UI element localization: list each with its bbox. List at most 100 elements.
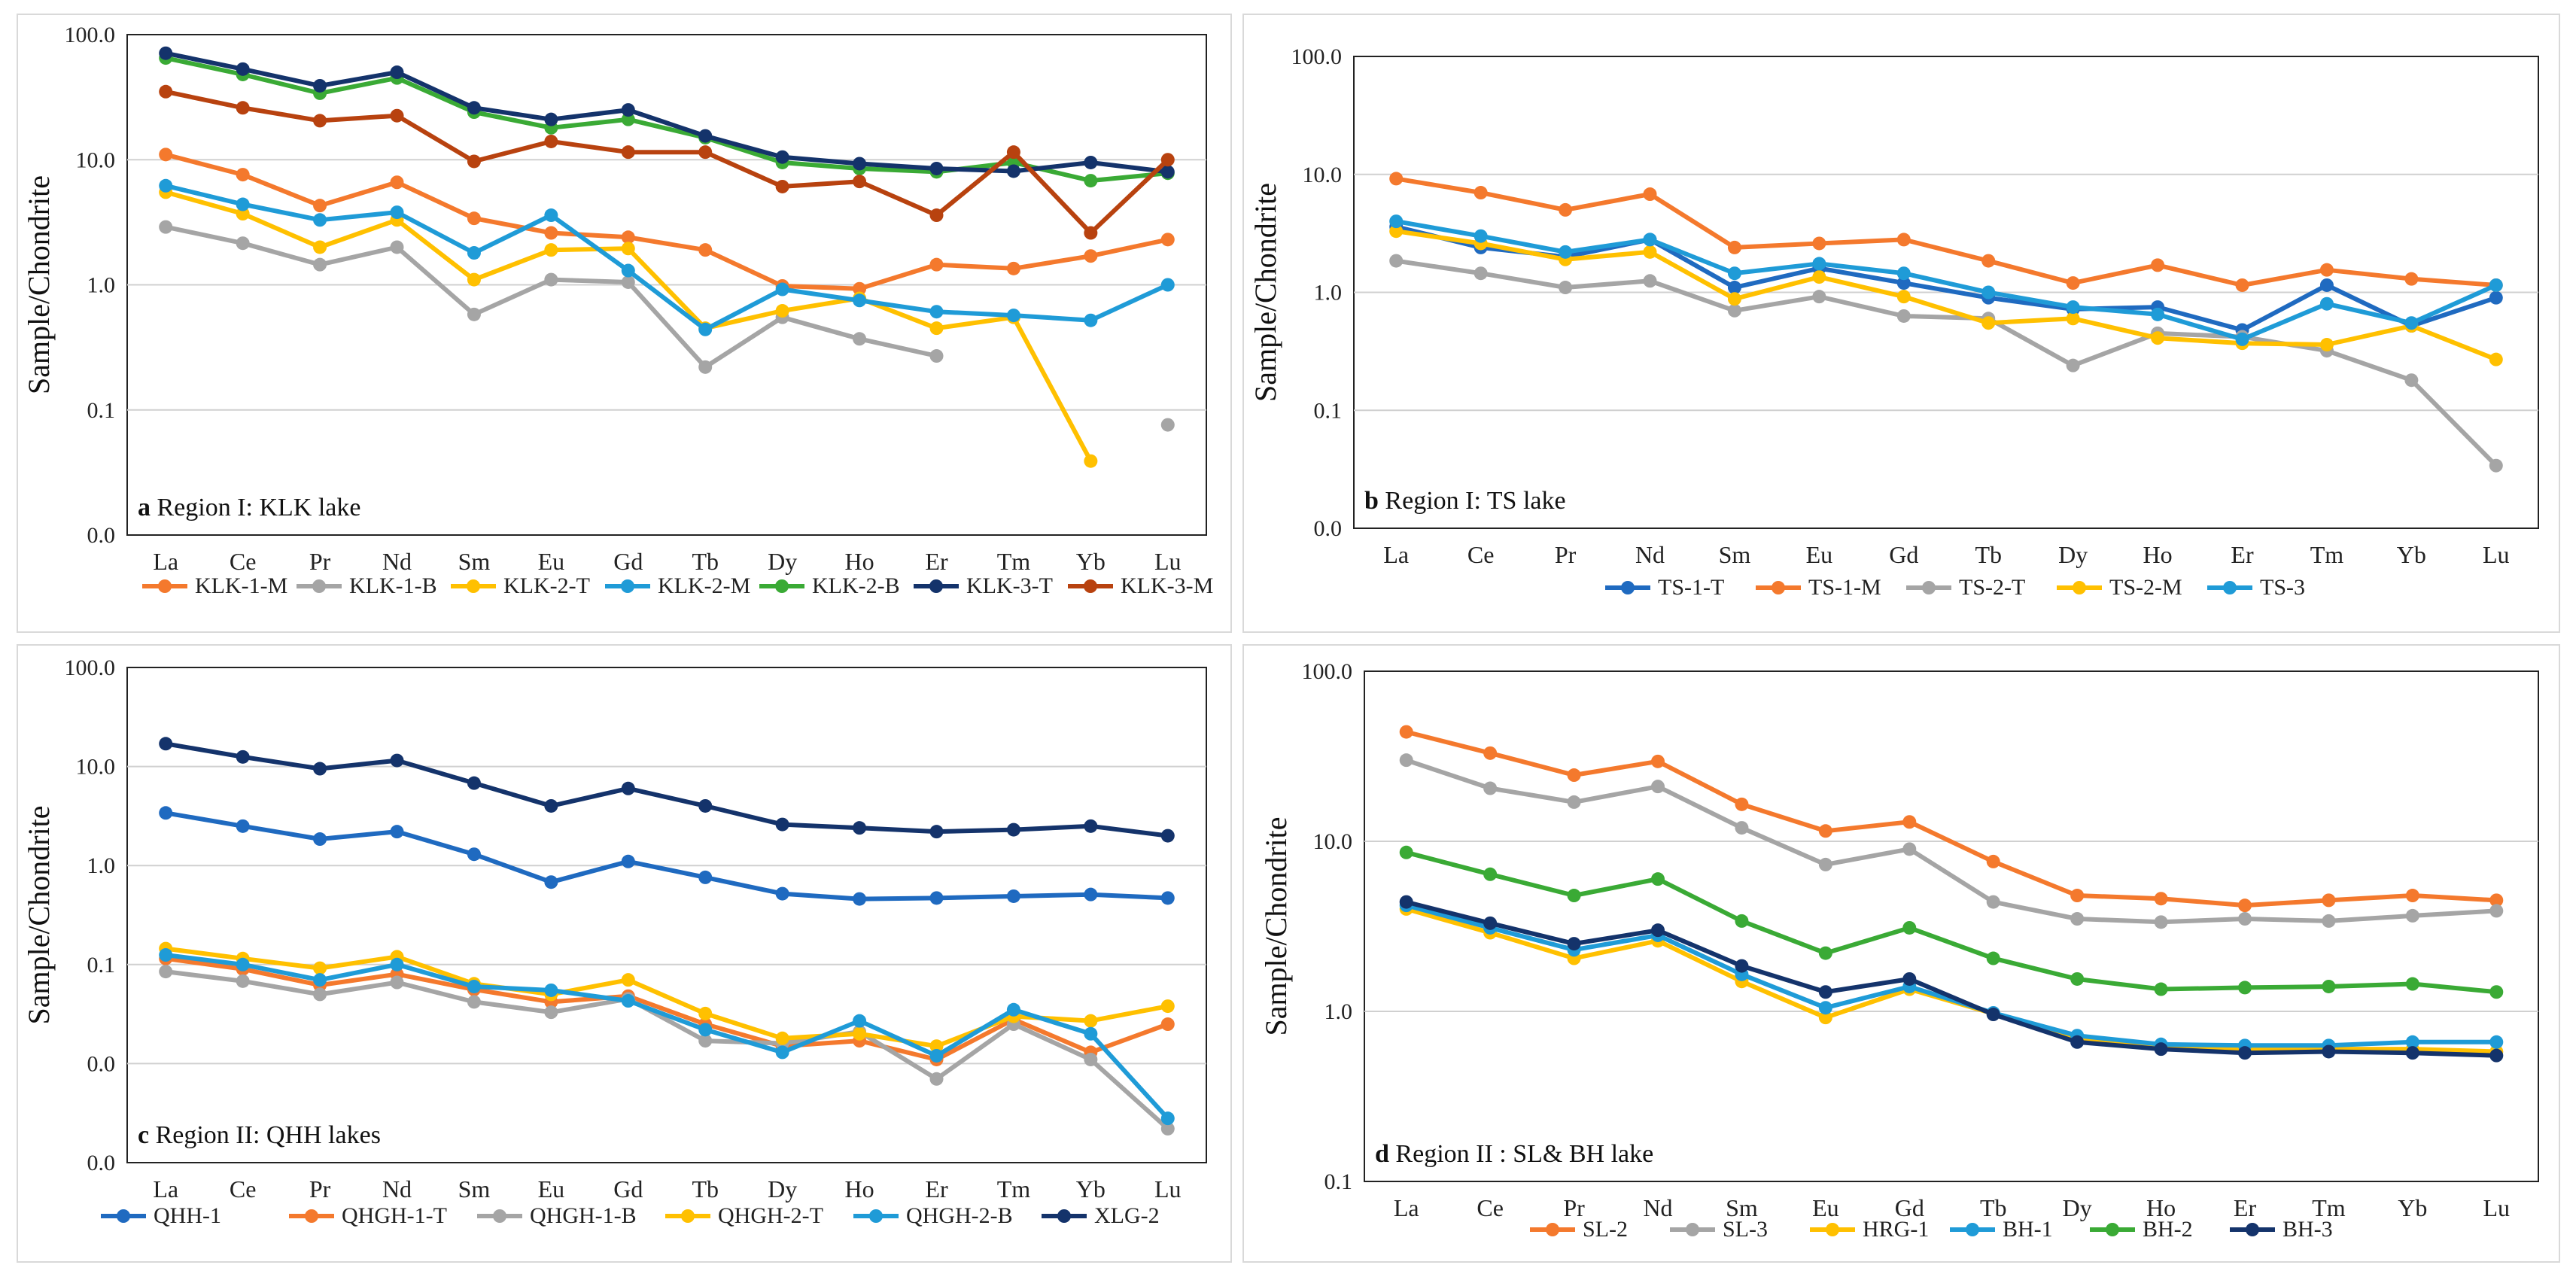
data-point-ho (853, 1026, 867, 1041)
data-point-eu (544, 983, 558, 997)
data-point-yb (2404, 316, 2419, 330)
data-point-ce (236, 62, 250, 76)
data-point-nd (390, 957, 404, 971)
data-point-tb (698, 129, 713, 143)
legend-item-bh-1: BH-1 (1950, 1217, 2053, 1242)
data-point-lu (2489, 1048, 2504, 1063)
x-tick-label-gd: Gd (1895, 1194, 1924, 1221)
data-point-ce (1483, 746, 1498, 760)
data-point-la (1399, 845, 1413, 859)
y-tick-label: 10.0 (1313, 829, 1353, 854)
data-point-er (929, 321, 944, 336)
series-klk-1-m (159, 147, 1175, 296)
series-klk-3-t (159, 46, 1175, 179)
data-point-dy (775, 817, 789, 832)
chart-panel-b: 100.0 10.0 1.0 0.1 0.0 Sample/Chondrite La Ce Pr… (1242, 14, 2560, 633)
data-point-la (159, 948, 173, 962)
x-tick-label-pr: Pr (1563, 1194, 1585, 1221)
legend-item-qhgh-1-t: QHGH-1-T (289, 1203, 447, 1228)
legend-item-klk-1-m: KLK-1-M (142, 573, 287, 598)
legend: SL-2 SL-3 HRG-1 BH-1 BH-2 BH-3 (1530, 1217, 2333, 1242)
legend-item-ts-1-m: TS-1-M (1756, 575, 1881, 600)
data-point-sm (1735, 959, 1749, 973)
data-point-nd (1651, 754, 1665, 768)
legend-label: SL-2 (1583, 1217, 1628, 1242)
x-tick-label-eu: Eu (1806, 541, 1833, 568)
x-tick-label-er: Er (2234, 1194, 2257, 1221)
data-point-gd (621, 275, 635, 289)
series-line (1404, 729, 2499, 908)
data-point-la (1389, 172, 1404, 186)
series-sl-2 (1399, 725, 2504, 913)
data-point-dy (2070, 889, 2085, 903)
legend-marker (117, 1209, 130, 1223)
y-tick-label: 0.0 (1314, 516, 1343, 541)
legend-item-ts-2-m: TS-2-M (2057, 575, 2182, 600)
data-point-pr (1559, 245, 1573, 259)
x-tick-label-dy: Dy (768, 548, 797, 575)
legend-item-hrg-1: HRG-1 (1810, 1217, 1929, 1242)
data-point-lu (2489, 985, 2504, 999)
data-point-tm (1006, 889, 1020, 903)
data-point-la (159, 737, 173, 751)
data-point-eu (1818, 824, 1832, 838)
data-point-yb (2405, 889, 2419, 903)
data-point-yb (1084, 1026, 1098, 1041)
x-tick-label-lu: Lu (2483, 541, 2510, 568)
data-point-la (159, 178, 173, 193)
x-tick-label-nd: Nd (1635, 541, 1665, 568)
data-point-dy (2070, 912, 2085, 926)
series-line (1404, 899, 2499, 1058)
data-point-ce (1474, 266, 1488, 281)
data-point-tb (698, 1034, 713, 1048)
legend-marker (1084, 579, 1097, 593)
series-line (163, 152, 1170, 291)
data-point-gd (1896, 290, 1911, 304)
x-tick-label-sm: Sm (458, 1175, 491, 1203)
data-point-nd (390, 65, 404, 80)
legend-label: KLK-3-M (1121, 573, 1213, 598)
data-point-lu (1160, 418, 1175, 432)
legend-marker (1546, 1223, 1559, 1236)
data-point-ho (853, 1014, 867, 1028)
legend-label: KLK-1-B (349, 573, 437, 598)
x-tick-label-nd: Nd (382, 1175, 412, 1203)
data-point-nd (390, 175, 404, 190)
data-point-tm (2319, 263, 2334, 277)
data-point-la (1389, 254, 1404, 268)
data-point-nd (390, 108, 404, 123)
data-point-ce (1483, 867, 1498, 881)
plot-area (126, 667, 1207, 1163)
data-point-pr (1559, 281, 1573, 295)
data-point-ce (1474, 229, 1488, 243)
legend-marker (2073, 581, 2086, 594)
data-point-gd (1896, 233, 1911, 247)
x-tick-label-gd: Gd (613, 1175, 643, 1203)
data-point-tb (698, 798, 713, 813)
y-tick-label: 0.1 (87, 398, 116, 423)
data-point-ce (236, 819, 250, 833)
data-point-pr (1567, 768, 1581, 783)
data-point-ho (853, 332, 867, 346)
data-point-ce (1483, 781, 1498, 795)
data-point-lu (2489, 893, 2504, 908)
chart-panel-c: 100.0 10.0 1.0 0.1 0.0 0.0 Sample/Chondrite La C… (17, 644, 1232, 1263)
series-line (163, 183, 1170, 332)
data-point-la (159, 84, 173, 99)
legend-item-klk-2-m: KLK-2-M (605, 573, 750, 598)
series-ts-3 (1389, 214, 2503, 346)
data-point-gd (1902, 815, 1917, 829)
data-point-er (2235, 278, 2249, 292)
legend-marker (1966, 1223, 1979, 1236)
legend-label: XLG-2 (1094, 1203, 1160, 1228)
legend-marker (305, 1209, 318, 1223)
legend-item-xlg-2: XLG-2 (1042, 1203, 1160, 1228)
data-point-gd (621, 263, 635, 278)
data-point-lu (1160, 233, 1175, 247)
series-line (163, 946, 1170, 1049)
x-tick-label-ho: Ho (2146, 1194, 2176, 1221)
legend-label: TS-2-T (1959, 575, 2025, 600)
data-point-er (929, 305, 944, 319)
data-point-lu (1160, 153, 1175, 167)
